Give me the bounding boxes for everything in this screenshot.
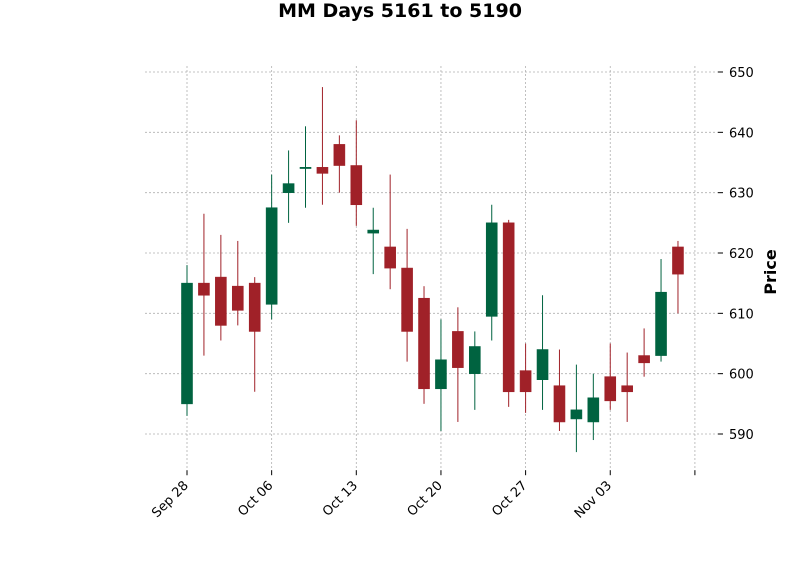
candle-body: [316, 167, 329, 174]
candle: [367, 207, 380, 275]
x-tick-label: Oct 27: [489, 478, 530, 519]
y-tick-label: 640: [729, 126, 754, 141]
chart-title: MM Days 5161 to 5190: [278, 0, 522, 22]
candle-body: [198, 282, 210, 296]
candle-body: [435, 359, 447, 390]
candle: [265, 174, 278, 320]
candle: [553, 349, 566, 431]
candle-body: [502, 222, 515, 393]
candle-body: [215, 276, 227, 326]
candle: [231, 240, 244, 326]
candle: [638, 328, 650, 377]
y-tick-label: 630: [729, 187, 754, 202]
candle: [672, 240, 684, 314]
candle-body: [350, 165, 363, 206]
x-axis: Sep 28 Oct 06 Oct 13 Oct 20 Oct 27 Nov 03: [149, 470, 696, 522]
candle: [519, 343, 532, 413]
candle-body: [587, 397, 600, 423]
candle-body: [384, 246, 396, 269]
candle-body: [519, 370, 532, 393]
candle: [655, 259, 667, 362]
candle: [282, 150, 295, 223]
candle-body: [299, 167, 312, 169]
candle: [299, 126, 312, 208]
y-axis: 590 600 610 620 630 640 650: [718, 66, 754, 443]
candle-body: [485, 222, 498, 317]
candle-body: [231, 285, 244, 311]
candle-body: [282, 183, 295, 193]
candle-body: [452, 331, 464, 368]
x-tick-label: Sep 28: [149, 478, 192, 521]
y-tick-label: 590: [729, 428, 754, 443]
candle-body: [418, 297, 430, 390]
candle: [570, 364, 583, 453]
candle: [604, 343, 617, 410]
candle-body: [181, 282, 193, 405]
candle-body: [672, 246, 684, 275]
candle-body: [621, 385, 633, 393]
candle-body: [638, 355, 650, 364]
candle: [485, 204, 498, 341]
x-tick-label: Nov 03: [572, 478, 615, 521]
candle: [401, 228, 413, 362]
y-axis-label: Price: [761, 249, 780, 295]
candles: [181, 87, 684, 453]
x-tick-label: Oct 13: [320, 478, 361, 519]
y-tick-label: 610: [729, 307, 754, 322]
candle: [452, 307, 464, 422]
candle: [248, 277, 261, 392]
y-tick-label: 620: [729, 247, 754, 262]
candle: [418, 286, 430, 404]
candle-body: [248, 282, 261, 332]
y-tick-label: 600: [729, 368, 754, 383]
candle: [469, 331, 481, 410]
candle-body: [333, 144, 346, 166]
candle-body: [536, 349, 549, 380]
candle: [333, 135, 346, 193]
candle-body: [655, 291, 667, 356]
grid: [145, 65, 718, 471]
candle: [502, 219, 515, 407]
candle: [215, 234, 227, 341]
candle-body: [570, 409, 583, 420]
candle: [181, 265, 193, 416]
candle-body: [367, 229, 380, 234]
candle: [536, 295, 549, 410]
candle: [587, 373, 600, 441]
candle-body: [265, 207, 278, 305]
candle-body: [553, 385, 566, 423]
candle: [384, 174, 396, 290]
candle: [198, 213, 210, 356]
candle: [435, 319, 447, 431]
candle: [316, 87, 329, 205]
candle: [350, 120, 363, 226]
candle-body: [401, 267, 413, 332]
x-tick-label: Oct 20: [405, 478, 446, 519]
candle-body: [604, 376, 617, 402]
x-tick-label: Oct 06: [235, 478, 276, 519]
candle-body: [469, 346, 481, 374]
y-tick-label: 650: [729, 66, 754, 81]
candle: [621, 352, 633, 422]
